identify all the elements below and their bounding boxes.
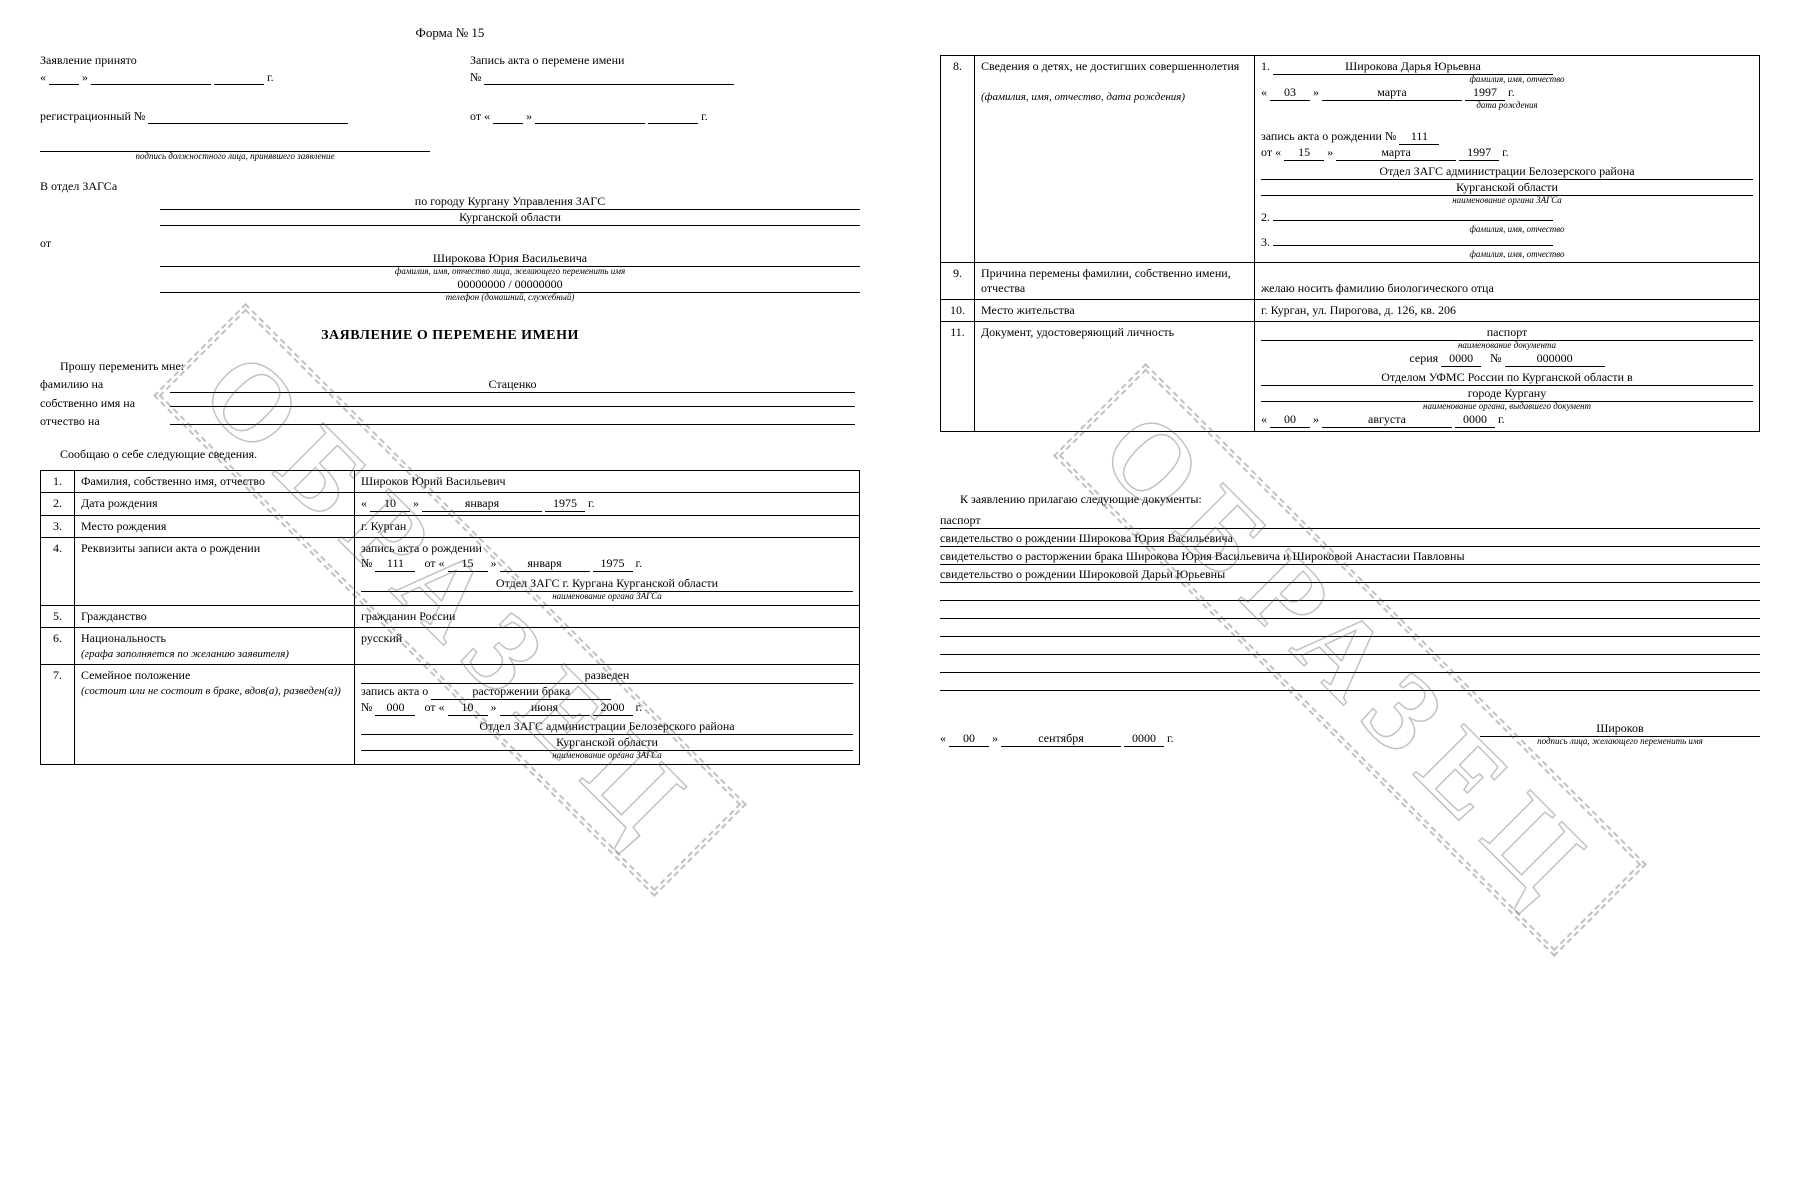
attachments-block: К заявлению прилагаю следующие документы… [940, 492, 1760, 691]
page-2: ОБРАЗЕЦ 8. Сведения о детях, не достигши… [900, 0, 1800, 1200]
from-label: от [40, 236, 155, 251]
firstname-label: собственно имя на [40, 396, 170, 411]
app-accepted-label: Заявление принято [40, 53, 430, 68]
header-right: Запись акта о перемене имени № от « » г. [470, 53, 860, 161]
footer-signature: Широков подпись лица, желающего перемени… [1480, 721, 1760, 747]
page-1: ОБРАЗЕЦ Форма № 15 Заявление принято « »… [0, 0, 900, 1200]
surname-value: Стаценко [170, 377, 855, 393]
form-number: Форма № 15 [40, 25, 860, 41]
info-table-left: 1. Фамилия, собственно имя, отчество Шир… [40, 470, 860, 765]
sig-caption: подпись лица, желающего переменить имя [1480, 737, 1760, 747]
table-row: 2. Дата рождения « 10 » января 1975 г. [41, 492, 860, 515]
reg-no-label: регистрационный № [40, 109, 145, 123]
table-row: 4. Реквизиты записи акта о рождении запи… [41, 537, 860, 605]
to-dept-label: В отдел ЗАГСа [40, 179, 155, 194]
from-caption: фамилия, имя, отчество лица, желающего п… [160, 267, 860, 277]
patronymic-label: отчество на [40, 414, 170, 429]
attach-line: свидетельство о рождении Широковой Дарьи… [940, 565, 1760, 583]
sig-caption: подпись должностного лица, принявшего за… [40, 152, 430, 161]
to-dept-line2: Курганской области [160, 210, 860, 226]
attach-line [940, 583, 1760, 601]
from-name: Широкова Юрия Васильевича [160, 251, 860, 267]
table-row: 8. Сведения о детях, не достигших соверш… [941, 56, 1760, 263]
table-row: 9. Причина перемены фамилии, собственно … [941, 263, 1760, 300]
firstname-value [170, 406, 855, 407]
phone: 00000000 / 00000000 [160, 277, 860, 293]
change-intro: Прошу переменить мне: [60, 359, 860, 374]
to-dept-line1: по городу Кургану Управления ЗАГС [160, 194, 860, 210]
header-block: Заявление принято « » г. регистрационный… [40, 53, 860, 161]
document-title: ЗАЯВЛЕНИЕ О ПЕРЕМЕНЕ ИМЕНИ [40, 328, 860, 344]
header-left: Заявление принято « » г. регистрационный… [40, 53, 430, 161]
footer-date: « 00 » сентября 0000 г. [940, 731, 1174, 747]
attach-line [940, 655, 1760, 673]
record-title: Запись акта о перемене имени [470, 53, 860, 68]
attach-line: свидетельство о рождении Широкова Юрия В… [940, 529, 1760, 547]
table-row: 10. Место жительства г. Курган, ул. Пиро… [941, 300, 1760, 322]
table-row: 11. Документ, удостоверяющий личность па… [941, 322, 1760, 432]
attach-line [940, 637, 1760, 655]
phone-caption: телефон (домашний, служебный) [160, 293, 860, 303]
table-row: 6. Национальность(графа заполняется по ж… [41, 627, 860, 664]
footer: « 00 » сентября 0000 г. Широков подпись … [940, 721, 1760, 747]
table-row: 1. Фамилия, собственно имя, отчество Шир… [41, 470, 860, 492]
attach-intro: К заявлению прилагаю следующие документы… [960, 492, 1760, 507]
table-row: 3. Место рождения г. Курган [41, 515, 860, 537]
surname-label: фамилию на [40, 377, 170, 392]
table-row: 7. Семейное положение(состоит или не сос… [41, 664, 860, 764]
info-intro: Сообщаю о себе следующие сведения. [60, 447, 860, 462]
attach-line [940, 619, 1760, 637]
sig-name: Широков [1480, 721, 1760, 737]
attach-line [940, 673, 1760, 691]
attach-line: паспорт [940, 511, 1760, 529]
attach-line [940, 601, 1760, 619]
patronymic-value [170, 424, 855, 425]
addressee-block: В отдел ЗАГСа по городу Кургану Управлен… [40, 179, 860, 303]
attach-line: свидетельство о расторжении брака Широко… [940, 547, 1760, 565]
table-row: 5. Гражданство гражданин России [41, 605, 860, 627]
info-table-right: 8. Сведения о детях, не достигших соверш… [940, 55, 1760, 432]
